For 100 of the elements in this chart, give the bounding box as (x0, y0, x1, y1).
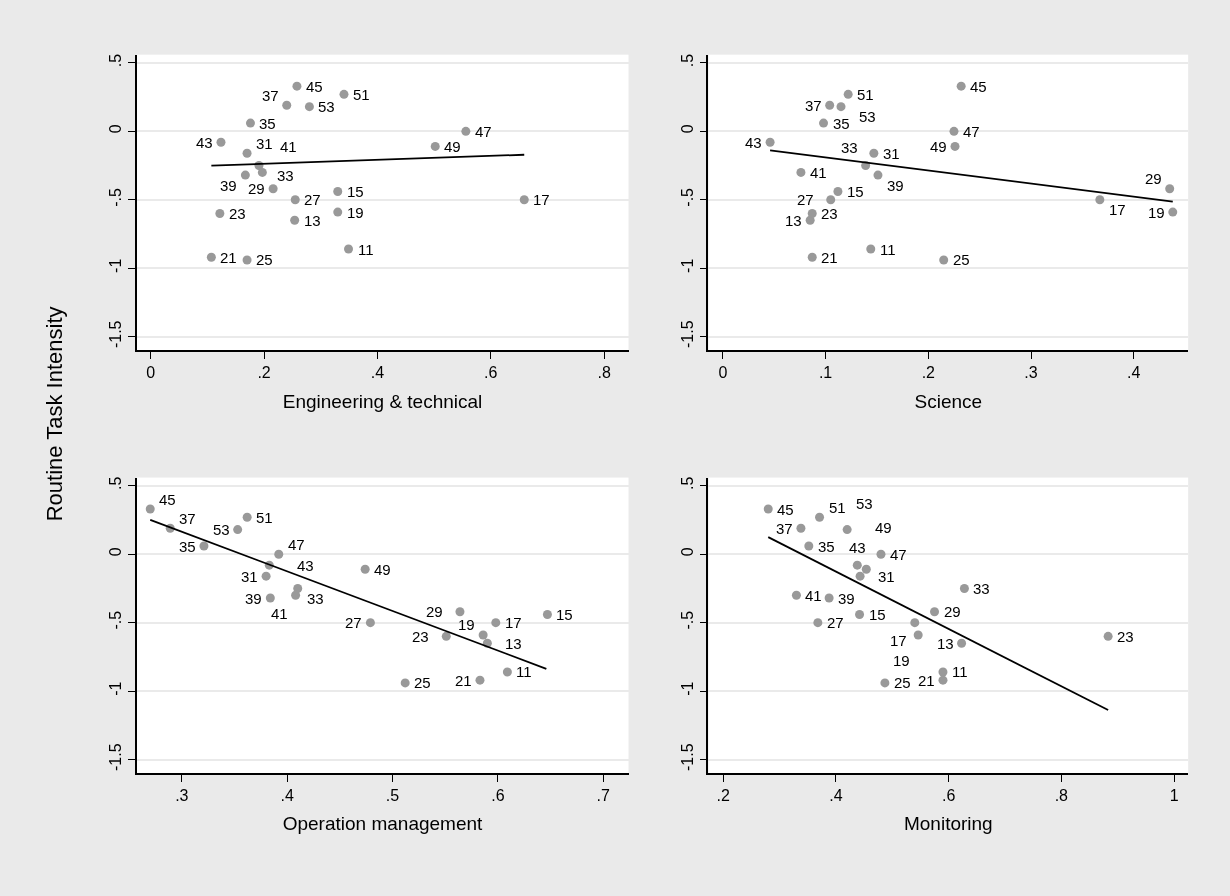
annotation: 19 (893, 652, 910, 669)
annotation: 31 (241, 568, 258, 585)
annotation: 45 (159, 491, 176, 508)
point (833, 187, 843, 197)
annotation: 33 (307, 590, 324, 607)
x-axis-title: Monitoring (903, 813, 993, 835)
x-tick-label: .2 (257, 364, 271, 382)
annotation: 11 (880, 241, 896, 258)
point (455, 607, 465, 617)
annotation: 39 (220, 177, 237, 194)
x-tick-label: 1 (1169, 787, 1179, 805)
annotation: 53 (856, 495, 873, 512)
annotation: 29 (1145, 170, 1162, 187)
annotation: 23 (821, 205, 838, 222)
x-tick-label: .4 (280, 787, 294, 805)
point (855, 571, 865, 581)
point (242, 255, 252, 265)
annotation: 25 (256, 251, 273, 268)
annotation: 29 (426, 603, 443, 620)
point (950, 141, 960, 151)
y-tick-label: -1.5 (107, 320, 125, 349)
point (478, 630, 488, 640)
point (815, 512, 825, 522)
x-tick-label: .3 (1024, 364, 1038, 382)
point (796, 167, 806, 177)
point (939, 255, 949, 265)
point (333, 207, 343, 217)
y-tick-label: 0 (679, 547, 697, 557)
annotation: 31 (883, 145, 900, 162)
annotation: 49 (875, 519, 892, 536)
point (855, 609, 865, 619)
annotation: 31 (878, 568, 895, 585)
annotation: 41 (810, 164, 827, 181)
point (852, 560, 862, 570)
point (804, 541, 814, 551)
annotation: 41 (805, 587, 822, 604)
x-tick-label: .8 (1054, 787, 1069, 805)
point (206, 252, 216, 262)
point (333, 187, 343, 197)
point (791, 590, 801, 600)
annotation: 49 (374, 561, 391, 578)
point (869, 148, 879, 158)
annotation: 39 (887, 177, 904, 194)
annotation: 45 (970, 78, 987, 95)
annotation: 49 (930, 138, 947, 155)
point (796, 523, 806, 533)
point (807, 252, 817, 262)
point (365, 618, 375, 628)
point (274, 549, 284, 559)
point (461, 126, 471, 136)
annotation: 21 (455, 672, 472, 689)
annotation: 25 (414, 674, 431, 691)
y-tick-label: -.5 (107, 610, 125, 630)
y-tick-label: -1 (679, 681, 697, 696)
point (913, 630, 923, 640)
y-tick-label: -1.5 (107, 743, 125, 771)
annotation: 13 (785, 212, 802, 229)
annotation: 13 (937, 635, 954, 652)
point (949, 126, 959, 136)
point (291, 590, 301, 600)
annotation: 23 (1117, 628, 1134, 645)
x-tick-label: .6 (491, 787, 505, 805)
y-tick-label: .5 (679, 476, 697, 491)
point (242, 512, 252, 522)
point (765, 137, 775, 147)
point (519, 195, 529, 205)
x-tick-label: .7 (596, 787, 611, 805)
annotation: 29 (248, 180, 265, 197)
point (956, 81, 966, 91)
annotation: 49 (444, 138, 461, 155)
annotation: 43 (196, 134, 213, 151)
y-tick-label: .5 (107, 53, 125, 68)
point (282, 100, 292, 110)
point (290, 195, 300, 205)
annotation: 35 (259, 115, 276, 132)
x-tick-label: .2 (716, 787, 730, 805)
point (233, 525, 243, 535)
annotation: 19 (347, 204, 364, 221)
annotation: 37 (262, 87, 279, 104)
point (819, 118, 829, 128)
annotation: 35 (833, 115, 850, 132)
point (475, 675, 485, 685)
point (910, 618, 920, 628)
annotation: 47 (288, 536, 305, 553)
annotation: 21 (918, 672, 935, 689)
annotation: 17 (533, 191, 550, 208)
annotation: 13 (304, 212, 321, 229)
annotation: 33 (973, 580, 990, 597)
annotation: 17 (505, 614, 522, 631)
x-axis-title: Engineering & technical (282, 390, 483, 412)
point (938, 675, 948, 685)
point (400, 678, 410, 688)
point (930, 607, 940, 617)
annotation: 51 (353, 86, 370, 103)
annotation: 45 (777, 501, 794, 518)
annotation: 13 (505, 635, 522, 652)
annotation: 41 (280, 138, 297, 155)
point (1165, 184, 1175, 194)
point (360, 564, 370, 574)
y-tick-label: -1 (107, 681, 125, 696)
